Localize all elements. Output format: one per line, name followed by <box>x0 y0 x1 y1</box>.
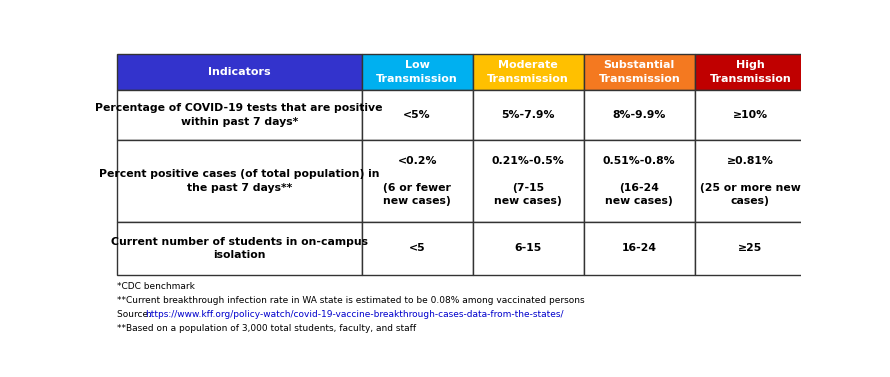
Text: Source:: Source: <box>117 310 154 319</box>
Text: 6-15: 6-15 <box>514 244 542 253</box>
Bar <box>361 90 473 140</box>
Text: ≥0.81%

(25 or more new
cases): ≥0.81% (25 or more new cases) <box>700 156 801 206</box>
Bar <box>695 90 805 140</box>
Text: <5%: <5% <box>403 110 431 120</box>
Text: **Based on a population of 3,000 total students, faculty, and staff: **Based on a population of 3,000 total s… <box>117 323 416 333</box>
Bar <box>117 90 361 140</box>
Text: Moderate
Transmission: Moderate Transmission <box>488 60 569 84</box>
Bar <box>695 54 805 90</box>
Text: <5: <5 <box>409 244 425 253</box>
Text: 8%-9.9%: 8%-9.9% <box>612 110 666 120</box>
Bar <box>584 140 695 222</box>
Text: Percentage of COVID-19 tests that are positive
within past 7 days*: Percentage of COVID-19 tests that are po… <box>95 103 383 127</box>
Text: Current number of students in on-campus
isolation: Current number of students in on-campus … <box>110 237 368 260</box>
Bar <box>117 222 361 274</box>
Bar <box>473 222 584 274</box>
Bar <box>473 54 584 90</box>
Bar <box>117 54 361 90</box>
Bar <box>361 222 473 274</box>
Text: 0.51%-0.8%

(16-24
new cases): 0.51%-0.8% (16-24 new cases) <box>603 156 676 206</box>
Text: https://www.kff.org/policy-watch/covid-19-vaccine-breakthrough-cases-data-from-t: https://www.kff.org/policy-watch/covid-1… <box>145 310 564 319</box>
Text: Percent positive cases (of total population) in
the past 7 days**: Percent positive cases (of total populat… <box>99 170 379 193</box>
Text: *CDC benchmark: *CDC benchmark <box>117 282 195 291</box>
Text: ≥25: ≥25 <box>738 244 763 253</box>
Bar <box>473 90 584 140</box>
Bar <box>584 54 695 90</box>
Text: Indicators: Indicators <box>208 67 271 77</box>
Text: Low
Transmission: Low Transmission <box>376 60 458 84</box>
Bar <box>117 140 361 222</box>
Text: 5%-7.9%: 5%-7.9% <box>501 110 555 120</box>
Bar <box>361 140 473 222</box>
Text: **Current breakthrough infection rate in WA state is estimated to be 0.08% among: **Current breakthrough infection rate in… <box>117 296 585 305</box>
Text: High
Transmission: High Transmission <box>709 60 791 84</box>
Text: 16-24: 16-24 <box>622 244 657 253</box>
Bar <box>361 54 473 90</box>
Bar <box>695 140 805 222</box>
Text: 0.21%-0.5%

(7-15
new cases): 0.21%-0.5% (7-15 new cases) <box>492 156 564 206</box>
Bar <box>473 140 584 222</box>
Bar <box>584 90 695 140</box>
Bar <box>584 222 695 274</box>
Bar <box>695 222 805 274</box>
Text: <0.2%

(6 or fewer
new cases): <0.2% (6 or fewer new cases) <box>384 156 451 206</box>
Text: ≥10%: ≥10% <box>732 110 768 120</box>
Text: Substantial
Transmission: Substantial Transmission <box>598 60 680 84</box>
